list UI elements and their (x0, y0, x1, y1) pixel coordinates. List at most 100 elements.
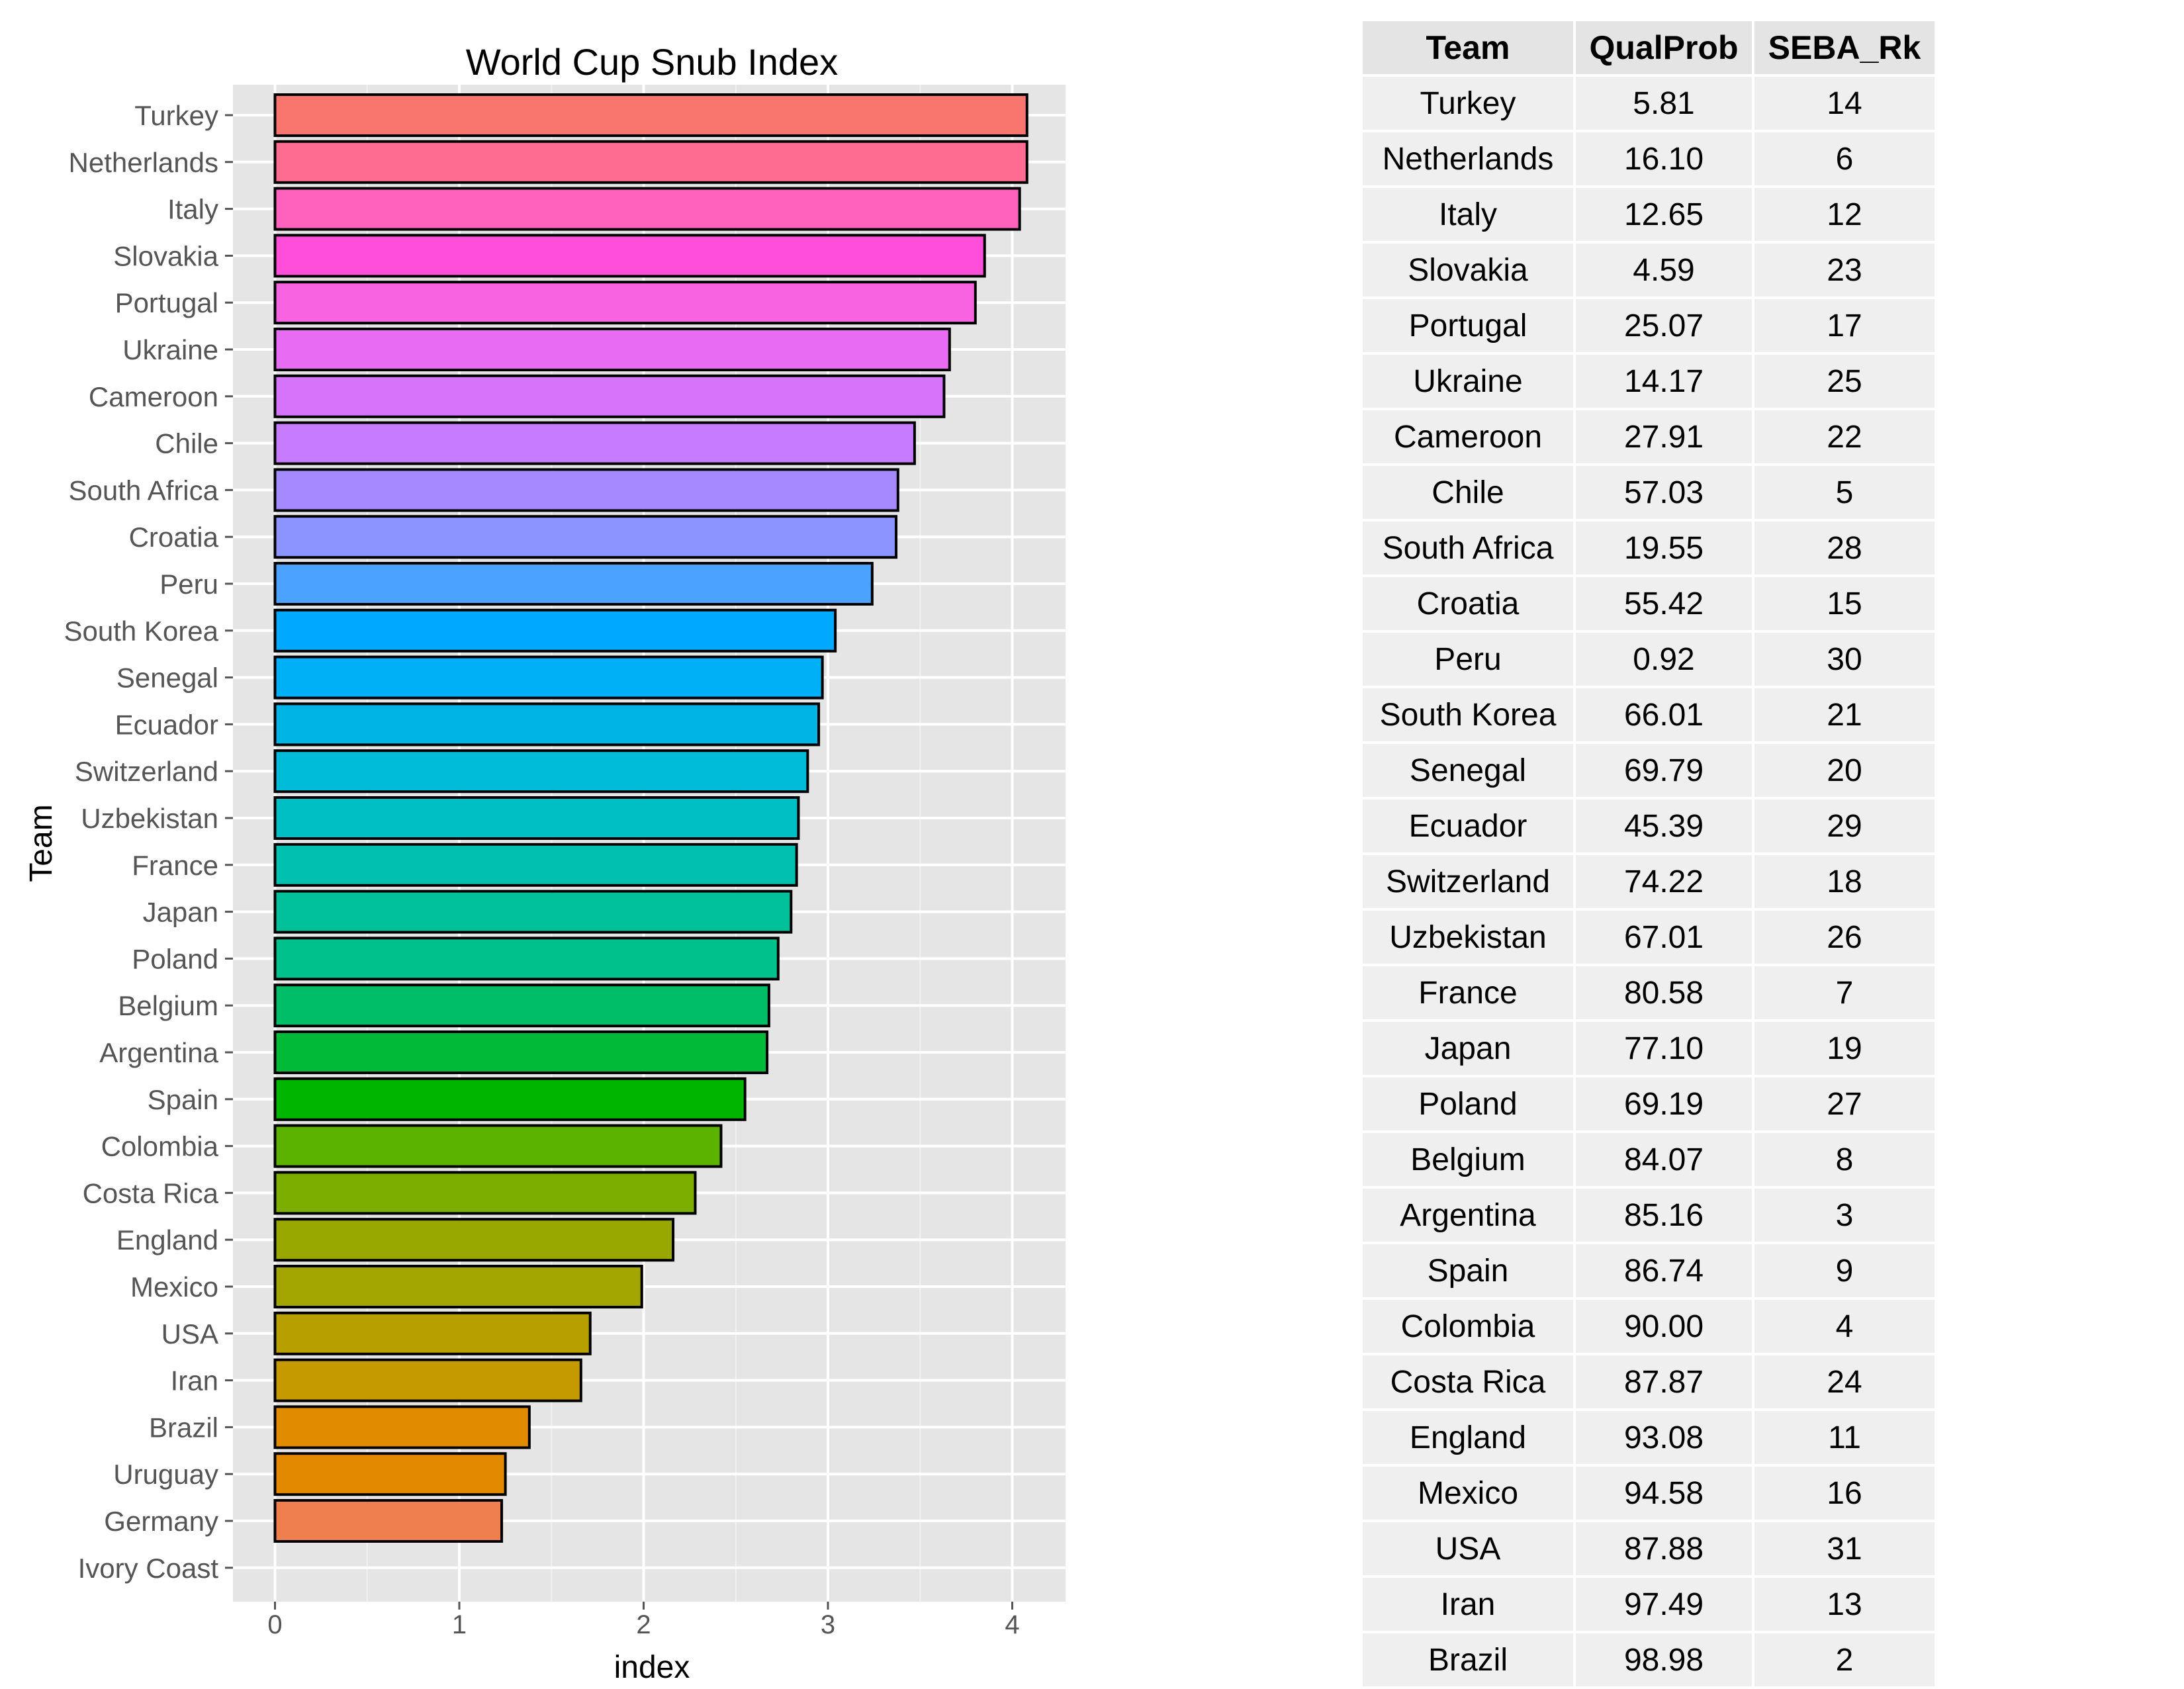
y-tick-label: Cameroon (89, 381, 218, 412)
cell-qualprob: 87.87 (1576, 1355, 1752, 1408)
cell-team: Iran (1363, 1578, 1573, 1631)
cell-team: South Korea (1363, 688, 1573, 741)
cell-qualprob: 0.92 (1576, 633, 1752, 686)
cell-team: Chile (1363, 466, 1573, 519)
cell-qualprob: 80.58 (1576, 966, 1752, 1019)
cell-team: Costa Rica (1363, 1355, 1573, 1408)
cell-qualprob: 25.07 (1576, 299, 1752, 352)
y-tick-label: Ecuador (115, 709, 218, 740)
table-row: Belgium 84.07 8 (1363, 1133, 1934, 1186)
bar-south-africa (273, 468, 899, 512)
y-tick-label: Slovakia (113, 240, 218, 271)
table-row: South Korea 66.01 21 (1363, 688, 1934, 741)
y-tick-label: Costa Rica (83, 1177, 219, 1209)
bar-argentina (273, 1030, 769, 1074)
bar-france (273, 843, 798, 887)
cell-team: Colombia (1363, 1300, 1573, 1353)
cell-team: Peru (1363, 633, 1573, 686)
cell-qualprob: 97.49 (1576, 1578, 1752, 1631)
bar-costa-rica (273, 1171, 697, 1215)
cell-team: France (1363, 966, 1573, 1019)
y-tick-label: Ivory Coast (78, 1553, 219, 1584)
y-tick-label: Uzbekistan (81, 803, 218, 834)
y-tick-label: Chile (155, 428, 218, 459)
bar-colombia (273, 1124, 723, 1168)
y-tick-labels: Turkey Netherlands Italy Slovakia Portugal Uk… (64, 100, 233, 1584)
cell-seba-rk: 20 (1754, 744, 1934, 797)
y-tick-label: Ukraine (122, 334, 218, 365)
cell-seba-rk: 19 (1754, 1022, 1934, 1075)
cell-seba-rk: 21 (1754, 688, 1934, 741)
table-row: Japan 77.10 19 (1363, 1022, 1934, 1075)
y-tick-label: Italy (167, 194, 218, 225)
cell-team: Belgium (1363, 1133, 1573, 1186)
cell-qualprob: 94.58 (1576, 1467, 1752, 1520)
cell-qualprob: 77.10 (1576, 1022, 1752, 1075)
y-tick-label: Iran (171, 1365, 218, 1396)
header-team: Team (1363, 21, 1573, 74)
cell-qualprob: 55.42 (1576, 577, 1752, 630)
y-tick-label: South Africa (69, 475, 219, 506)
cell-seba-rk: 17 (1754, 299, 1934, 352)
x-tick-label: 2 (636, 1610, 651, 1639)
cell-team: Japan (1363, 1022, 1573, 1075)
y-tick-label: Germany (104, 1506, 218, 1537)
table-row: Chile 57.03 5 (1363, 466, 1934, 519)
x-tick-label: 3 (821, 1610, 835, 1639)
table-row: Spain 86.74 9 (1363, 1244, 1934, 1297)
snub-index-chart: World Cup Snub Index Turkey Netherlands It… (24, 41, 1066, 1685)
bar-japan (273, 890, 793, 934)
table-header-row: Team QualProb SEBA_Rk (1363, 21, 1934, 74)
bar-netherlands (273, 140, 1028, 184)
chart-title: World Cup Snub Index (466, 41, 838, 83)
bar-england (273, 1218, 675, 1262)
table-row: South Africa 19.55 28 (1363, 522, 1934, 574)
table-row: Netherlands 16.10 6 (1363, 132, 1934, 185)
cell-team: Italy (1363, 188, 1573, 241)
cell-qualprob: 4.59 (1576, 244, 1752, 297)
y-tick-label: Switzerland (75, 756, 218, 787)
cell-team: Brazil (1363, 1633, 1573, 1686)
y-tick-label: Belgium (118, 990, 218, 1021)
table-row: Cameroon 27.91 22 (1363, 410, 1934, 463)
bars (273, 93, 1028, 1543)
bar-ukraine (273, 328, 951, 371)
y-tick-label: Turkey (134, 100, 218, 131)
cell-seba-rk: 5 (1754, 466, 1934, 519)
y-tick-label: Mexico (130, 1271, 218, 1302)
cell-qualprob: 5.81 (1576, 77, 1752, 130)
y-tick-label: Colombia (101, 1131, 219, 1162)
cell-team: Croatia (1363, 577, 1573, 630)
table-row: Argentina 85.16 3 (1363, 1189, 1934, 1242)
bar-uruguay (273, 1452, 507, 1496)
table-row: Italy 12.65 12 (1363, 188, 1934, 241)
cell-qualprob: 98.98 (1576, 1633, 1752, 1686)
cell-team: South Africa (1363, 522, 1573, 574)
y-tick-label: Netherlands (69, 147, 218, 178)
bar-portugal (273, 281, 977, 325)
table-row: Colombia 90.00 4 (1363, 1300, 1934, 1353)
x-tick-label: 0 (267, 1610, 282, 1639)
cell-team: Senegal (1363, 744, 1573, 797)
cell-qualprob: 12.65 (1576, 188, 1752, 241)
bar-croatia (273, 515, 898, 559)
y-tick-label: Peru (159, 569, 218, 600)
cell-seba-rk: 13 (1754, 1578, 1934, 1631)
cell-team: Netherlands (1363, 132, 1573, 185)
cell-qualprob: 84.07 (1576, 1133, 1752, 1186)
cell-seba-rk: 3 (1754, 1189, 1934, 1242)
cell-team: Uzbekistan (1363, 911, 1573, 964)
bar-poland (273, 936, 780, 981)
y-tick-label: Uruguay (113, 1459, 218, 1490)
table-row: Mexico 94.58 16 (1363, 1467, 1934, 1520)
cell-team: Mexico (1363, 1467, 1573, 1520)
cell-seba-rk: 24 (1754, 1355, 1934, 1408)
cell-seba-rk: 14 (1754, 77, 1934, 130)
table-body: Turkey 5.81 14 Netherlands 16.10 6 Italy 12.65 1… (1363, 77, 1934, 1686)
bar-senegal (273, 655, 824, 700)
y-tick-label: France (132, 850, 218, 881)
y-tick-label: South Korea (64, 616, 218, 647)
cell-seba-rk: 22 (1754, 410, 1934, 463)
bar-italy (273, 187, 1021, 231)
cell-seba-rk: 15 (1754, 577, 1934, 630)
